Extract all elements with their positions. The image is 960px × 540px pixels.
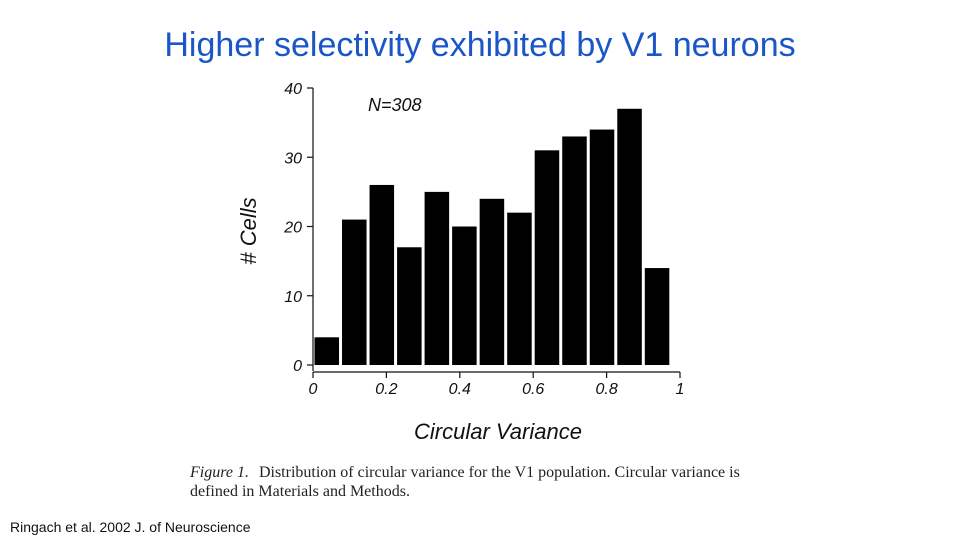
bar-1 (342, 219, 367, 365)
bar-0 (314, 337, 340, 365)
citation: Ringach et al. 2002 J. of Neuroscience (10, 519, 251, 535)
figure-caption: Figure 1. Distribution of circular varian… (190, 463, 750, 501)
x-tick-label: 0 (309, 381, 318, 398)
bar-4 (424, 191, 450, 365)
y-tick-label: 30 (284, 150, 302, 167)
bar-5 (452, 226, 477, 365)
figure-caption-text: Distribution of circular variance for th… (190, 464, 740, 500)
x-tick-label: 1 (676, 381, 685, 398)
axes-group (312, 88, 680, 373)
y-ticks-group: 0 10 20 30 40 (283, 81, 313, 375)
bar-11 (617, 108, 642, 366)
x-ticks-group: 0 0.2 0.4 0.6 0.8 1 (309, 372, 685, 398)
slide-title: Higher selectivity exhibited by V1 neuro… (164, 26, 796, 64)
bar-3 (397, 247, 422, 365)
bar-12 (644, 268, 670, 365)
x-tick-label: 0.8 (595, 381, 617, 398)
x-axis-title: Circular Variance (414, 419, 582, 444)
x-tick-label: 0.4 (449, 381, 471, 398)
x-tick-label: 0.2 (375, 381, 397, 398)
bar-8 (534, 150, 560, 365)
y-tick-label: 0 (293, 358, 302, 375)
bar-10 (589, 129, 615, 365)
y-tick-label: 10 (284, 289, 302, 306)
y-tick-label: 40 (284, 81, 302, 98)
bar-7 (507, 212, 532, 365)
bar-6 (479, 198, 505, 365)
x-tick-label: 0.6 (522, 381, 544, 398)
sample-size-annotation: N=308 (368, 95, 422, 115)
bar-9 (562, 136, 587, 365)
y-tick-label: 20 (283, 220, 302, 237)
y-axis-title: # Cells (236, 197, 261, 264)
figure-caption-label: Figure 1. (190, 464, 249, 481)
bars-group (314, 108, 670, 366)
bar-2 (369, 184, 395, 365)
